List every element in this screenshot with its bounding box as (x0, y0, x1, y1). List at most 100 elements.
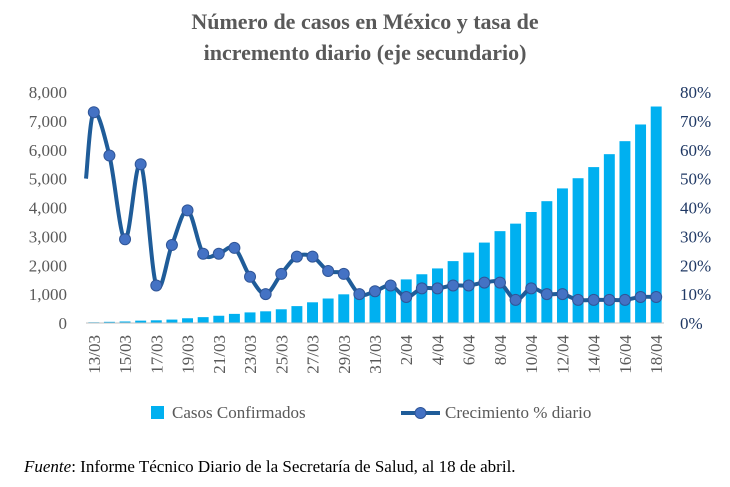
line-marker (228, 241, 241, 254)
line-marker (259, 288, 272, 301)
line-marker (525, 282, 538, 295)
x-tick-label: 18/04 (647, 335, 666, 374)
x-tick-label: 25/03 (272, 335, 291, 374)
x-tick-label: 17/03 (147, 335, 166, 374)
bar (369, 287, 381, 323)
right-tick-label: 30% (680, 227, 711, 246)
legend-marker-crecimiento (414, 407, 427, 419)
bar (228, 313, 240, 323)
bar (416, 274, 428, 323)
right-tick-label: 50% (680, 170, 711, 189)
legend-swatch-casos (151, 406, 164, 419)
bar (166, 319, 178, 323)
bar (103, 321, 115, 323)
line-marker (556, 288, 569, 301)
line-marker (353, 288, 366, 301)
right-tick-label: 70% (680, 112, 711, 131)
x-tick-label: 6/04 (460, 335, 479, 366)
bar (525, 212, 537, 323)
legend: Casos Confirmados Crecimiento % diario (151, 403, 591, 422)
bar (385, 283, 397, 323)
chart-title-line-1: Número de casos en México y tasa de (191, 9, 539, 34)
bar (447, 261, 459, 323)
line-marker (618, 293, 631, 306)
line-marker (275, 267, 288, 280)
x-tick-label: 12/04 (553, 335, 572, 374)
line-marker (197, 247, 210, 260)
source-note: Fuente: Informe Técnico Diario de la Sec… (24, 457, 516, 477)
legend-label-crecimiento: Crecimiento % diario (445, 403, 591, 422)
line-marker (493, 276, 506, 289)
bar (556, 188, 568, 323)
bar (338, 294, 350, 323)
x-tick-label: 29/03 (335, 335, 354, 374)
x-tick-label: 13/03 (85, 335, 104, 374)
left-tick-label: 4,000 (29, 199, 67, 218)
line-marker (587, 293, 600, 306)
line-marker (431, 282, 444, 295)
left-tick-label: 0 (59, 314, 68, 333)
chart-title-line-2: incremento diario (eje secundario) (203, 40, 527, 65)
bar (603, 154, 615, 323)
line-marker (165, 239, 178, 252)
x-tick-label: 8/04 (491, 335, 510, 366)
left-tick-label: 5,000 (29, 170, 67, 189)
line-marker (369, 285, 381, 298)
bar (353, 291, 365, 323)
line-marker (509, 293, 522, 306)
right-tick-label: 10% (680, 285, 711, 304)
line-series-crecimiento (84, 106, 663, 306)
line-marker (119, 233, 132, 246)
line-marker (540, 288, 553, 301)
x-tick-label: 31/03 (366, 335, 385, 374)
line-marker (181, 204, 194, 217)
bar (213, 315, 225, 323)
left-tick-label: 8,000 (29, 83, 67, 102)
bar (307, 302, 318, 323)
left-tick-label: 6,000 (29, 141, 67, 160)
bar (135, 320, 147, 323)
left-tick-label: 1,000 (29, 285, 67, 304)
combo-chart: 0 1,000 2,000 3,000 4,000 5,000 6,000 7,000 8,00… (29, 83, 711, 422)
line-marker (322, 265, 335, 278)
chart-title: Número de casos en México y tasa de incr… (0, 6, 730, 68)
bar (260, 311, 272, 323)
x-tick-label: 16/04 (616, 335, 635, 374)
x-axis: 13/03 15/03 17/03 19/03 21/03 23/03 25/03 27/03… (85, 335, 666, 374)
line-marker (415, 282, 428, 295)
bar (650, 106, 662, 324)
left-axis: 0 1,000 2,000 3,000 4,000 5,000 6,000 7,000 8,00… (29, 83, 67, 333)
line-marker (337, 267, 350, 280)
bar (572, 178, 584, 323)
right-tick-label: 60% (680, 141, 711, 160)
line-marker (650, 291, 663, 304)
bar (635, 124, 647, 323)
left-tick-label: 2,000 (29, 256, 67, 275)
line-marker (603, 293, 616, 306)
x-tick-label: 15/03 (116, 335, 135, 374)
bar (541, 201, 553, 323)
source-label: Fuente (24, 457, 72, 476)
x-tick-label: 27/03 (304, 335, 323, 374)
line-marker (150, 279, 163, 292)
bar (182, 318, 194, 323)
line-marker (290, 250, 303, 263)
right-tick-label: 80% (680, 83, 711, 102)
line-marker (384, 279, 397, 292)
bar (119, 321, 131, 323)
x-tick-label: 19/03 (179, 335, 198, 374)
line-marker (572, 293, 585, 306)
bar (510, 223, 522, 323)
x-tick-label: 10/04 (522, 335, 541, 374)
x-tick-label: 2/04 (397, 335, 416, 366)
line-marker (462, 279, 475, 292)
legend-label-casos: Casos Confirmados (172, 403, 306, 422)
line-marker (400, 291, 413, 304)
right-tick-label: 20% (680, 256, 711, 275)
bar (244, 312, 256, 323)
right-tick-label: 40% (680, 199, 711, 218)
x-tick-label: 23/03 (241, 335, 260, 374)
bar (150, 320, 162, 323)
line-marker (478, 276, 491, 289)
x-tick-label: 21/03 (210, 335, 229, 374)
